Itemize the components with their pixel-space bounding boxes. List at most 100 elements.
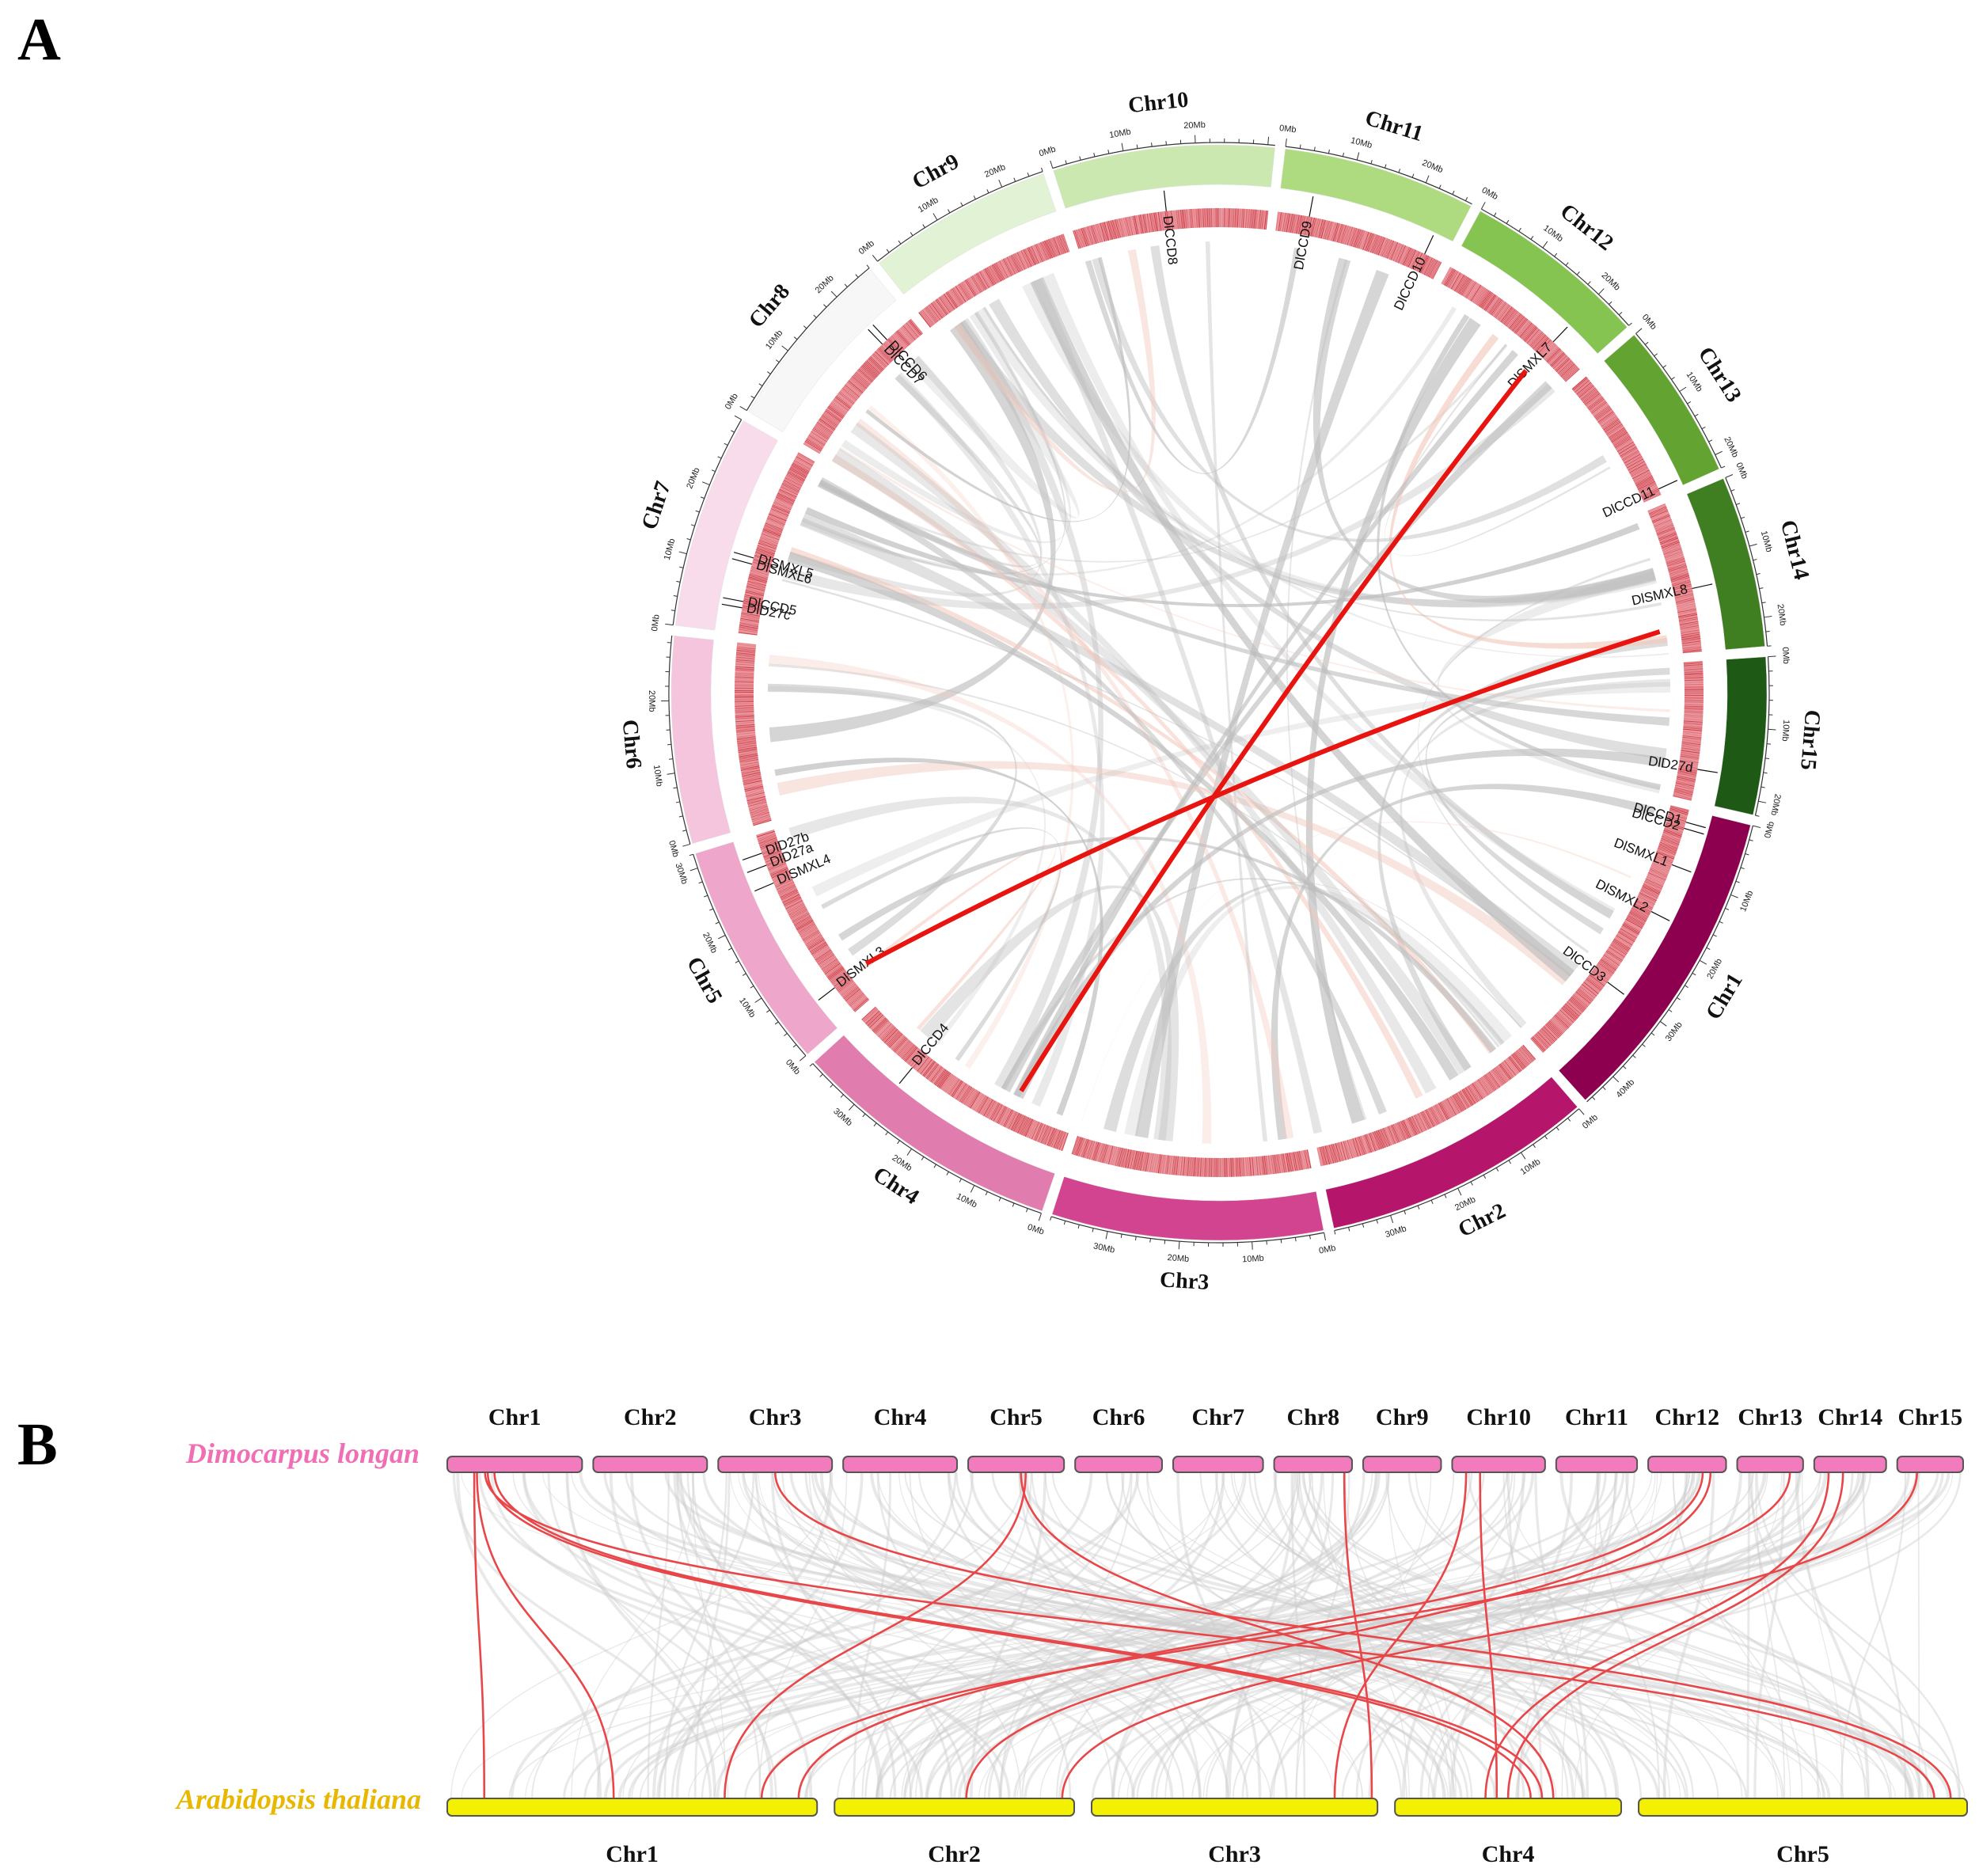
density-bar (1609, 428, 1626, 440)
density-bar (739, 625, 758, 628)
density-bar (1175, 1156, 1178, 1175)
density-bar (1111, 1146, 1116, 1165)
density-bar (807, 437, 824, 448)
density-bar (1566, 1002, 1581, 1016)
species-top-label: Dimocarpus longan (185, 1437, 420, 1469)
density-bar (735, 674, 754, 677)
density-bar (1294, 215, 1299, 234)
density-bar (1263, 1156, 1266, 1175)
synteny-background-link (663, 1472, 727, 1799)
density-bar (1340, 1141, 1347, 1160)
density-bar (802, 929, 819, 940)
density-bar (784, 898, 803, 909)
density-bar (745, 788, 764, 793)
density-bar (1680, 628, 1700, 632)
density-bar (751, 564, 771, 571)
density-bar (1679, 761, 1699, 765)
density-bar (1533, 334, 1547, 350)
density-bar (889, 337, 903, 352)
density-bar (949, 1079, 961, 1096)
density-bar (1625, 456, 1643, 466)
density-bar (1399, 245, 1407, 264)
density-bar (1483, 294, 1496, 311)
density-bar (1096, 223, 1102, 243)
density-bar (1683, 661, 1703, 663)
density-bar (1199, 208, 1202, 228)
density-bar (831, 971, 847, 984)
density-bar (1092, 1141, 1098, 1160)
tick-label: 10Mb (955, 1192, 978, 1210)
density-bar (1442, 1100, 1453, 1118)
density-bar (1683, 727, 1703, 730)
gene-tick (872, 324, 888, 340)
density-bar (1464, 1088, 1475, 1105)
density-bar (1245, 1157, 1248, 1177)
tick-mark (1694, 413, 1699, 417)
density-bar (752, 818, 772, 825)
density-bar (1186, 209, 1188, 229)
background-link (953, 249, 1156, 493)
density-bar (813, 427, 830, 439)
density-bar (898, 1041, 912, 1057)
density-bar (1636, 478, 1654, 488)
chromosome-label: Chr3 (1208, 1841, 1261, 1867)
density-bar (841, 389, 857, 402)
density-bar (1681, 751, 1700, 755)
density-bar (1257, 210, 1260, 230)
density-bar (978, 1096, 989, 1114)
density-bar (1471, 1084, 1482, 1100)
density-bar (1681, 636, 1701, 640)
density-bar (754, 556, 773, 563)
density-bar (955, 1083, 967, 1100)
density-bar (1367, 1133, 1375, 1152)
synteny-background-link (1449, 1472, 1574, 1799)
synteny-background-link (738, 1472, 1583, 1799)
density-bar (820, 416, 838, 428)
density-bar (1673, 585, 1692, 591)
tick-mark (1735, 880, 1740, 883)
tick-mark (1065, 160, 1067, 165)
tick-label: 10Mb (1738, 890, 1755, 913)
density-bar (1259, 210, 1262, 230)
tick-mark (702, 481, 710, 486)
density-bar (1322, 1146, 1328, 1165)
density-bar (1400, 1121, 1409, 1139)
synteny-background-link (1401, 1472, 1525, 1799)
synteny-background-link (525, 1472, 1244, 1799)
density-bar (892, 1036, 906, 1051)
density-bar (735, 721, 755, 723)
synteny-background-link (625, 1472, 1748, 1799)
density-bar (844, 987, 860, 1001)
density-bar (911, 1052, 925, 1068)
density-bar (1314, 218, 1320, 237)
density-bar (758, 838, 778, 846)
density-bar (1601, 416, 1618, 428)
density-bar (1498, 1064, 1511, 1080)
tick-axis (1050, 1216, 1324, 1244)
density-bar (1612, 433, 1629, 444)
density-bar (1359, 230, 1367, 249)
density-bar (1144, 1152, 1148, 1172)
tick-axis (668, 635, 691, 845)
density-bar (1356, 230, 1363, 249)
density-bar (1563, 367, 1579, 382)
density-bar (1056, 1130, 1064, 1149)
density-bar (1373, 235, 1380, 254)
tick-mark (1687, 401, 1692, 404)
density-bar (831, 401, 848, 414)
density-bar (1336, 223, 1343, 243)
tick-mark (1121, 142, 1124, 151)
density-bar (1654, 856, 1673, 864)
density-bar (1419, 1112, 1428, 1130)
density-bar (1365, 232, 1372, 251)
density-bar (1130, 1150, 1135, 1169)
density-bar (1133, 1150, 1138, 1170)
density-bar (922, 1060, 935, 1077)
density-bar (860, 366, 876, 380)
density-bar (997, 1107, 1008, 1125)
density-bar (1086, 226, 1092, 245)
density-bar (1628, 461, 1645, 471)
density-bar (1350, 228, 1358, 247)
tick-mark (1041, 167, 1043, 172)
density-bar (956, 285, 967, 302)
